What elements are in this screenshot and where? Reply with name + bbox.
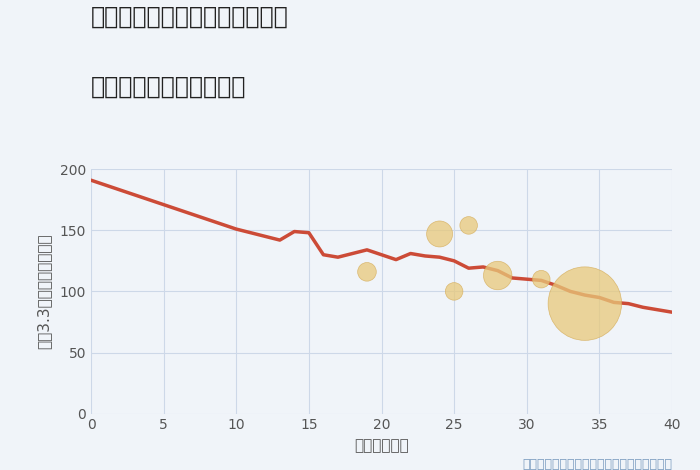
Point <box>434 230 445 238</box>
Text: 愛知県名古屋市千種区堀割町の: 愛知県名古屋市千種区堀割町の <box>91 5 288 29</box>
Point <box>580 300 591 307</box>
Point <box>463 222 475 229</box>
Y-axis label: 坪（3.3㎡）単価（万円）: 坪（3.3㎡）単価（万円） <box>36 234 51 349</box>
Point <box>492 272 503 279</box>
Text: 築年数別中古戸建て価格: 築年数別中古戸建て価格 <box>91 75 246 99</box>
X-axis label: 築年数（年）: 築年数（年） <box>354 438 409 453</box>
Point <box>361 268 372 275</box>
Point <box>449 288 460 295</box>
Point <box>536 275 547 283</box>
Text: 円の大きさは、取引のあった物件面積を示す: 円の大きさは、取引のあった物件面積を示す <box>522 458 672 470</box>
